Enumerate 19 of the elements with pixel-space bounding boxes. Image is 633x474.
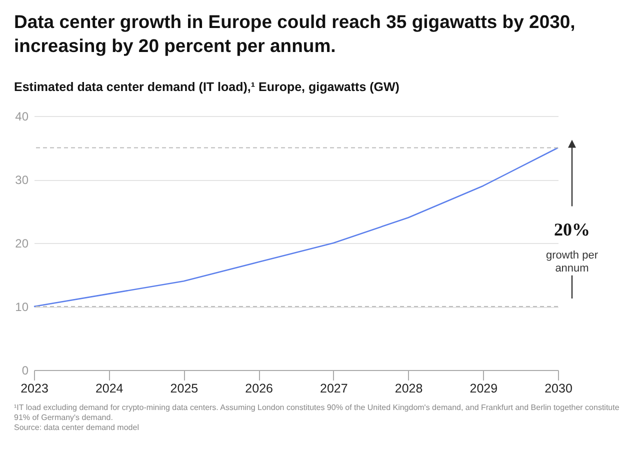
y-tick-label: 10	[15, 300, 29, 314]
y-tick-label: 30	[15, 173, 29, 187]
y-tick-label: 0	[22, 364, 29, 378]
x-tick-label: 2030	[544, 382, 572, 396]
x-tick-label: 2023	[20, 382, 48, 396]
chart-subtitle: Estimated data center demand (IT load),¹ Europe, gigawatts (GW)	[14, 80, 400, 94]
y-tick-label: 40	[15, 110, 29, 124]
y-tick-label: 20	[15, 236, 29, 250]
x-tick-label: 2029	[470, 382, 498, 396]
x-tick-label: 2025	[170, 382, 198, 396]
text: ¹IT load excluding demand for crypto-mining data centers. Assuming London constitutes 90% of the United Kingdom's demand, and Frankfurt and Berlin together constitute 91% of Germany's demand.	[14, 403, 620, 423]
annotation: growth per annum	[546, 249, 598, 274]
x-tick-label: 2027	[320, 382, 348, 396]
source-note: Source: data center demand model	[14, 423, 140, 433]
annotation: 20%	[554, 219, 590, 240]
chart-title: Data center growth in Europe could reach 35 gigawatts by 2030, increasing by 20 percent per annum.	[14, 10, 576, 58]
x-tick-label: 2028	[394, 382, 423, 396]
x-tick-label: 2026	[245, 382, 274, 396]
x-tick-label: 2024	[95, 382, 124, 396]
